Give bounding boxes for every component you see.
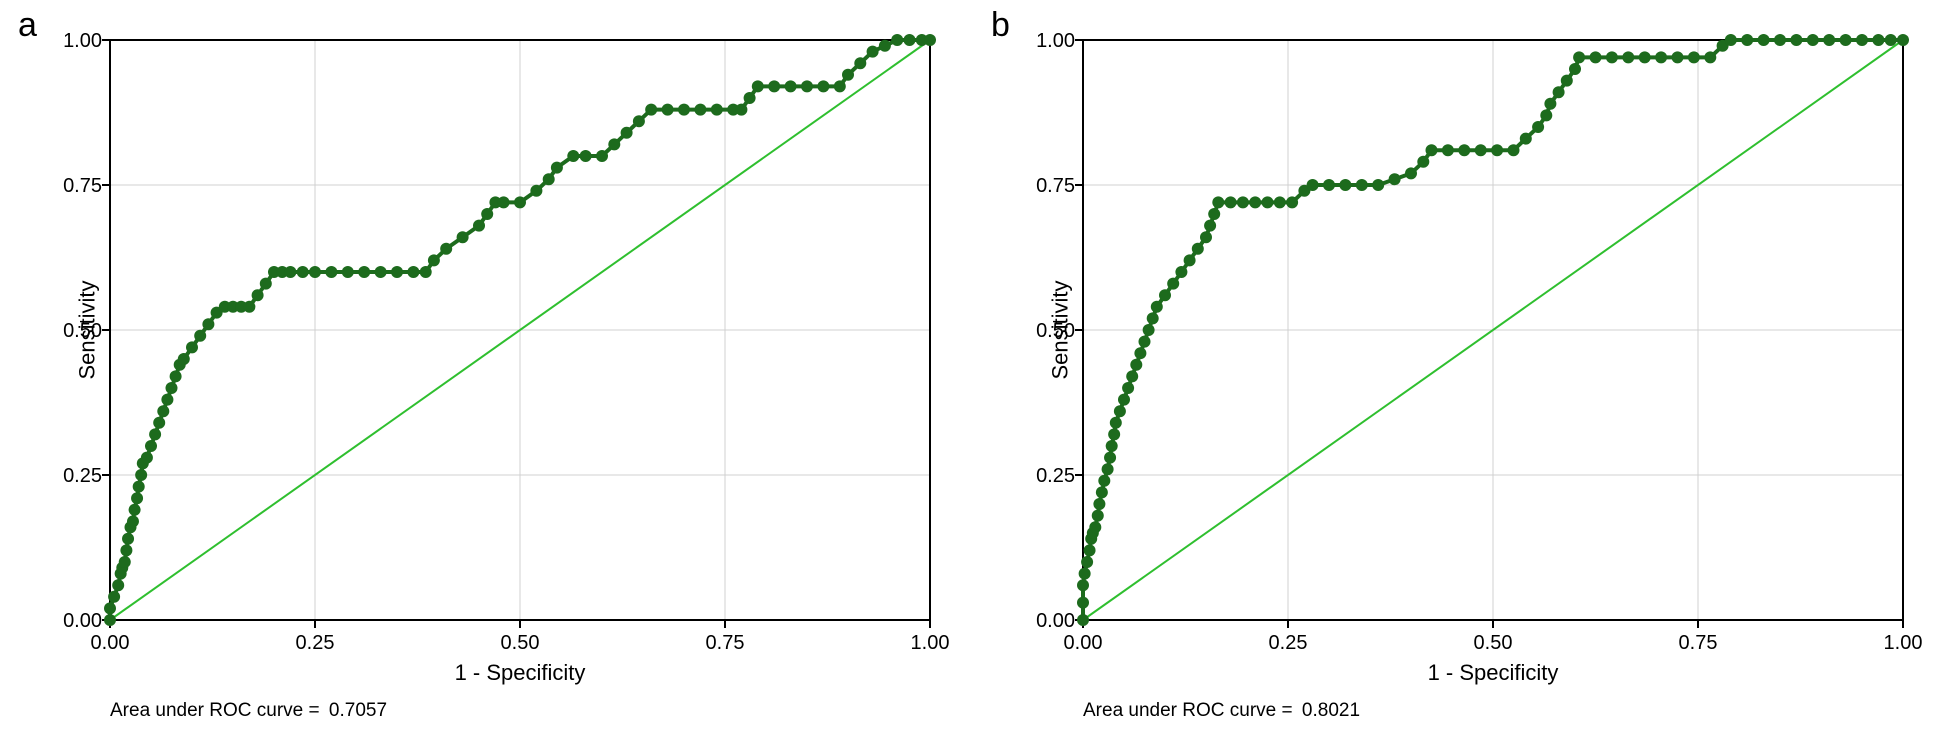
xtick-0: 0.00 bbox=[1058, 632, 1108, 655]
auc-caption-a: Area under ROC curve = 0.7057 bbox=[110, 700, 387, 722]
ylabel: Sensitivity bbox=[75, 280, 101, 379]
auc-label: Area under ROC curve = bbox=[110, 700, 320, 721]
xtick-2: 0.50 bbox=[495, 632, 545, 655]
auc-value: 0.8021 bbox=[1302, 700, 1360, 721]
panel-b: b 0.00 0.25 0.50 0.75 1.00 0.00 0.25 0.5… bbox=[973, 0, 1946, 732]
roc-plot-a bbox=[110, 40, 930, 620]
xlabel: 1 - Specificity bbox=[1083, 660, 1903, 686]
xtick-3: 0.75 bbox=[1673, 632, 1723, 655]
ytick-3: 0.75 bbox=[60, 175, 102, 198]
ylabel: Sensitivity bbox=[1048, 280, 1074, 379]
ytick-1: 0.25 bbox=[60, 465, 102, 488]
panel-a: a 0.00 0.25 0.50 0.75 1.00 0.00 0.25 0.5… bbox=[0, 0, 973, 732]
figure-row: a 0.00 0.25 0.50 0.75 1.00 0.00 0.25 0.5… bbox=[0, 0, 1946, 732]
ytick-0: 0.00 bbox=[60, 610, 102, 633]
xtick-1: 0.25 bbox=[1263, 632, 1313, 655]
ytick-4: 1.00 bbox=[60, 30, 102, 53]
panel-letter-b: b bbox=[991, 6, 1010, 45]
xtick-4: 1.00 bbox=[1878, 632, 1928, 655]
auc-label: Area under ROC curve = bbox=[1083, 700, 1293, 721]
ytick-3: 0.75 bbox=[1033, 175, 1075, 198]
ytick-1: 0.25 bbox=[1033, 465, 1075, 488]
ytick-4: 1.00 bbox=[1033, 30, 1075, 53]
xtick-4: 1.00 bbox=[905, 632, 955, 655]
xtick-3: 0.75 bbox=[700, 632, 750, 655]
roc-plot-b bbox=[1083, 40, 1903, 620]
xlabel: 1 - Specificity bbox=[110, 660, 930, 686]
ytick-0: 0.00 bbox=[1033, 610, 1075, 633]
xtick-1: 0.25 bbox=[290, 632, 340, 655]
panel-letter-a: a bbox=[18, 6, 37, 45]
auc-caption-b: Area under ROC curve = 0.8021 bbox=[1083, 700, 1360, 722]
xtick-2: 0.50 bbox=[1468, 632, 1518, 655]
plot-b-wrap bbox=[1083, 40, 1903, 620]
auc-value: 0.7057 bbox=[329, 700, 387, 721]
plot-a-wrap bbox=[110, 40, 930, 620]
xtick-0: 0.00 bbox=[85, 632, 135, 655]
